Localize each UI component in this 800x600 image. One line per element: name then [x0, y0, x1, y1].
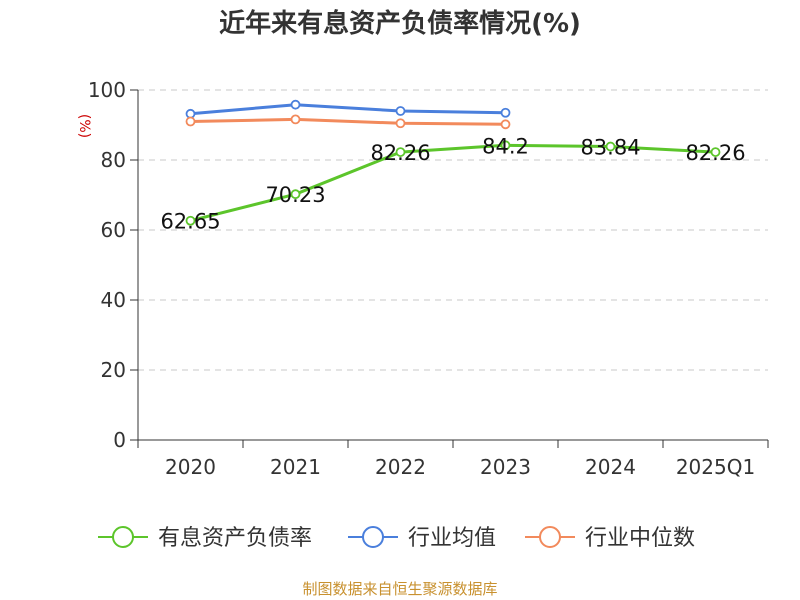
series-point-1 [290, 99, 301, 110]
y-axis-label: (%) [76, 114, 92, 138]
legend-marker-2 [539, 526, 561, 548]
x-tick-label-2023: 2023 [480, 455, 531, 479]
series-point-2 [500, 119, 511, 130]
series-point-0 [290, 189, 301, 200]
axes: 0 20 40 60 80 100 2020 2021 2022 2023 2024 2025Q1 [88, 78, 769, 479]
data-label: 82.26 [370, 141, 430, 165]
x-tick-label-2021: 2021 [270, 455, 321, 479]
series-line-1 [190, 103, 506, 116]
chart-title: 近年来有息资产负债率情况(%) [219, 8, 581, 39]
data-label: 83.84 [580, 136, 640, 160]
grid-lines [138, 89, 768, 371]
x-tick-label-2020: 2020 [165, 455, 216, 479]
legend-label-0: 有息资产负债率 [158, 526, 312, 551]
y-tick-label-100: 100 [88, 78, 126, 102]
series-lines [185, 99, 721, 226]
y-tick-label-20: 20 [101, 358, 126, 382]
x-tick-label-2025Q1: 2025Q1 [676, 455, 755, 479]
series-point-1 [395, 106, 406, 116]
series-point-2 [290, 114, 301, 125]
data-label: 82.26 [685, 141, 745, 165]
series-point-0 [395, 147, 406, 157]
data-labels: 62.65 70.23 82.26 84.2 83.84 82.26 [160, 134, 745, 233]
series-line-0 [190, 143, 716, 223]
x-tick-label-2024: 2024 [585, 455, 636, 479]
series-point-1 [500, 107, 511, 118]
x-tick-label-2022: 2022 [375, 455, 426, 479]
legend: 有息资产负债率 行业均值 行业中位数 [98, 526, 695, 551]
series-point-2 [395, 118, 406, 129]
y-tick-label-0: 0 [113, 428, 126, 452]
series-point-0 [500, 140, 511, 151]
data-label: 70.23 [265, 183, 325, 207]
legend-marker-0 [112, 526, 134, 548]
data-label: 62.65 [160, 210, 220, 234]
series-line-2 [190, 117, 506, 126]
series-point-2 [185, 116, 196, 127]
series-point-0 [710, 147, 721, 157]
legend-label-1: 行业均值 [408, 526, 496, 551]
legend-marker-1 [362, 526, 384, 548]
y-tick-label-60: 60 [101, 218, 126, 242]
source-note: 制图数据来自恒生聚源数据库 [302, 580, 497, 598]
y-tick-label-40: 40 [101, 288, 126, 312]
legend-label-2: 行业中位数 [585, 526, 695, 551]
series-point-0 [605, 141, 616, 152]
series-point-0 [185, 215, 196, 226]
y-tick-label-80: 80 [101, 148, 126, 172]
data-label: 84.2 [482, 134, 529, 158]
